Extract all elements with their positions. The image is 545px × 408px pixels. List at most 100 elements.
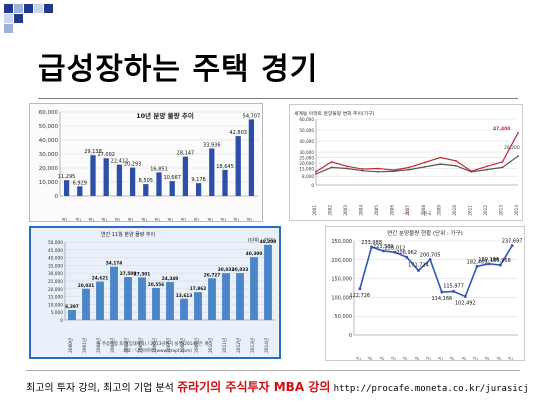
- chart2-point: [486, 165, 488, 168]
- chart4-xtick-label: 2004년: [390, 357, 397, 360]
- chart2-point: [423, 161, 426, 164]
- chart3-data-label: 27,301: [134, 271, 151, 277]
- chart1-xtick-label: 2011년: [207, 218, 214, 221]
- chart4-xtick-label: 2012년: [484, 357, 491, 360]
- chart3-bar: [82, 288, 90, 320]
- chart2-xtick-label: 2001: [312, 205, 317, 216]
- chart3-xtick-label: 2012년: [235, 338, 242, 353]
- chart2-point: [454, 159, 457, 162]
- chart1-ytick-label: 30,000: [39, 152, 59, 158]
- chart3-ytick-label: 5,000: [51, 310, 64, 316]
- chart1-data-label: 10,667: [163, 175, 181, 181]
- slide-title: 급성장하는 주택 경기: [38, 52, 319, 87]
- chart1-bar: [129, 167, 136, 196]
- chart2-xtick-label: 2006: [390, 205, 395, 216]
- chart-1-svg: 0 10,000 20,000 30,000 40,000 50,000 60,000 10년…: [39, 110, 260, 235]
- chart2-xtick-label: 2010: [452, 205, 457, 216]
- chart1-bar: [90, 155, 96, 196]
- chart1-bar: [235, 136, 241, 196]
- chart3-xtick-label: 2001년: [81, 338, 88, 353]
- chart2-series-line: [315, 132, 519, 173]
- chart1-data-label: 29,138: [84, 149, 102, 155]
- chart1-data-label: 18,645: [216, 164, 234, 170]
- chart4-data-label: 115,977: [443, 283, 464, 289]
- chart2-point: [361, 169, 364, 172]
- chart1-xtick-label: 2003년: [101, 218, 108, 221]
- chart1-bar: [222, 169, 228, 196]
- chart4-point: [440, 290, 444, 294]
- chart4-point: [417, 269, 420, 272]
- chart3-xtick-label: 2007년: [165, 338, 172, 353]
- chart3-ytick-label: 45,000: [48, 248, 63, 254]
- chart2-point: [377, 167, 380, 170]
- chart3-bar: [96, 281, 104, 320]
- chart2-title: 세계동 아파트 분양물량 변화 추이(가구): [294, 110, 375, 117]
- chart1-xtick-label: 2000년: [62, 218, 69, 221]
- chart4-data-label: 206,962: [396, 250, 417, 256]
- chart4-xtick-label: 2010년: [460, 357, 467, 360]
- chart1-xtick-label: 2014년: [246, 218, 253, 221]
- chart2-xtick-label: 2013: [498, 205, 503, 216]
- chart4-point: [463, 295, 467, 298]
- chart3-xtick-label: 2010년: [207, 338, 214, 353]
- chart2-point: [315, 170, 317, 173]
- chart3-ytick-label: 20,000: [48, 287, 63, 293]
- chart1-xtick-label: 2006년: [141, 218, 148, 221]
- chart2-annotation: 26,200: [504, 145, 520, 151]
- chart2-point: [517, 131, 519, 134]
- chart2-xtick-label: 2004: [359, 205, 364, 216]
- chart3-bar: [152, 287, 160, 320]
- chart3-bar: [222, 273, 230, 320]
- chart3-data-label: 17,862: [190, 286, 207, 292]
- chart1-data-label: 9,178: [191, 177, 205, 183]
- chart3-bar: [180, 298, 188, 320]
- chart-3-svg: 연간 11월 분양 물량 추이 (단위 : 가구) 0 5,000 10,00015,0…: [48, 231, 276, 354]
- chart3-note: ※ 주상복합 포함(임대제외) / 2013년까지 실적(2014년은 계: [97, 340, 208, 347]
- chart1-bar: [195, 183, 202, 196]
- chart4-point: [475, 265, 479, 268]
- chart2-point: [454, 164, 457, 167]
- chart2-xtick-label: 2012: [483, 205, 488, 216]
- chart2-point: [330, 166, 333, 169]
- chart1-xtick-label: 2013년: [233, 218, 240, 221]
- chart4-data-label: 223,589: [373, 244, 394, 250]
- chart3-data-label: 26,727: [204, 272, 221, 278]
- chart4-xtick-label: 2006년: [413, 357, 420, 360]
- chart3-ytick-label: 25,000: [48, 279, 63, 285]
- chart3-data-label: 20,031: [78, 283, 95, 289]
- chart3-ytick-label: 40,000: [48, 256, 63, 262]
- chart3-xtick-label: 2004년: [123, 338, 130, 353]
- chart1-data-label: 8,505: [139, 178, 153, 184]
- footer-divider: [26, 370, 520, 371]
- chart3-data-label: 6,397: [65, 304, 79, 310]
- footer-link[interactable]: http://procafe.moneta.co.kr/jurasicj: [333, 384, 529, 394]
- chart4-data-label: 102,492: [455, 300, 476, 306]
- chart2-xtick-label: 2014: [514, 205, 519, 216]
- chart2-ytick-label: 15,000: [299, 167, 314, 172]
- chart4-point: [452, 290, 455, 293]
- chart2-ytick-label: 8,000: [302, 174, 314, 179]
- chart4-data-label: 114,166: [432, 296, 453, 302]
- chart4-data-label: 200,705: [420, 253, 441, 259]
- chart4-data-label: 220,012: [385, 245, 406, 251]
- chart2-point: [423, 165, 426, 168]
- chart2-point: [377, 170, 380, 173]
- chart1-data-label: 22,412: [111, 159, 128, 165]
- chart2-point: [361, 168, 364, 170]
- chart3-data-label: 13,613: [176, 293, 193, 299]
- chart2-point: [486, 168, 488, 171]
- chart4-point: [381, 249, 385, 253]
- chart2-ytick-label: 30,000: [299, 150, 314, 155]
- chart2-point: [315, 173, 317, 175]
- chart4-point: [405, 255, 409, 259]
- chart-1-panel: 0 10,000 20,000 30,000 40,000 50,000 60,000 10년…: [29, 103, 263, 235]
- chart3-xtick-label: 2011년: [221, 338, 228, 353]
- chart1-bar: [77, 186, 83, 196]
- chart4-xtick-label: 2009년: [449, 357, 456, 360]
- chart4-point: [510, 244, 514, 247]
- chart1-ytick-label: 10,000: [39, 180, 59, 186]
- chart3-bar: [208, 278, 216, 320]
- chart3-ytick-label: 30,000: [48, 271, 63, 277]
- chart3-ytick-label: 35,000: [48, 263, 63, 269]
- chart4-data-label: 233,988: [361, 240, 382, 246]
